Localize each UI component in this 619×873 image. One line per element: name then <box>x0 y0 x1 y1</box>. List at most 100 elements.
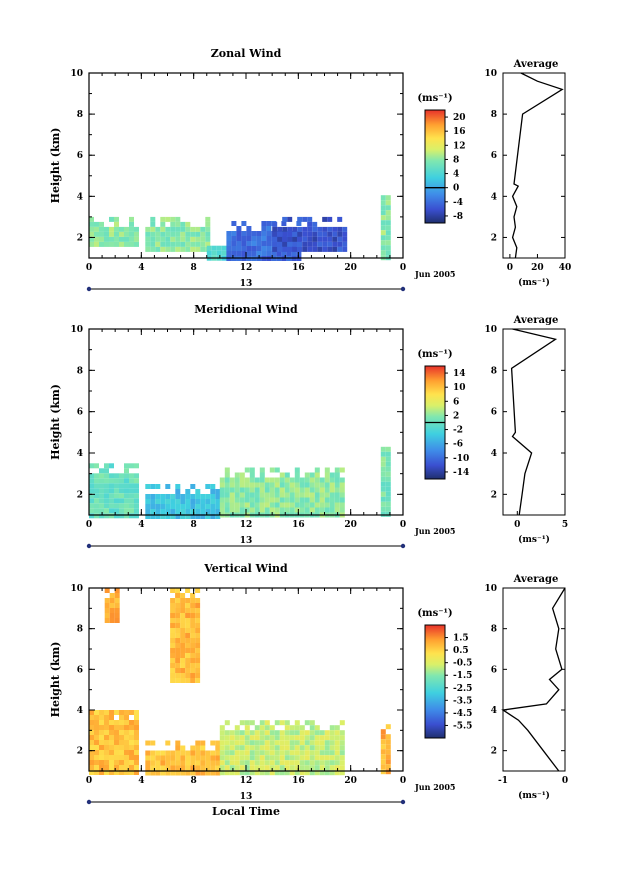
heat-cell <box>229 755 235 761</box>
heat-cell <box>279 740 285 746</box>
heat-cell <box>299 740 305 746</box>
heat-cell <box>104 720 109 725</box>
heat-cell <box>234 472 240 478</box>
average-y-tick-label: 10 <box>484 325 497 335</box>
heat-cell <box>109 473 114 479</box>
heat-cell <box>329 730 335 736</box>
heat-cell <box>155 484 161 489</box>
heat-cell <box>234 725 240 731</box>
heat-cell <box>329 740 335 746</box>
heat-cell <box>170 494 176 499</box>
heat-cell <box>385 476 391 482</box>
heat-cell <box>274 745 280 751</box>
y-tick-label: 10 <box>70 69 83 79</box>
heat-cell <box>229 477 235 483</box>
heat-cell <box>89 221 94 227</box>
heat-cell <box>94 463 99 469</box>
heat-cell <box>309 755 315 761</box>
heat-cell <box>170 231 176 237</box>
heat-cell <box>294 730 300 736</box>
heat-cell <box>206 250 212 256</box>
heat-cell <box>145 226 151 232</box>
heat-cell <box>236 246 242 251</box>
heat-cell <box>261 226 267 231</box>
heat-cell <box>89 216 94 222</box>
heat-cell <box>205 499 211 504</box>
heat-cell <box>319 745 325 751</box>
heat-cell <box>380 729 386 735</box>
heat-cell <box>385 759 391 765</box>
heat-cell <box>185 648 191 653</box>
heat-cell <box>234 765 240 771</box>
heat-cell <box>89 745 94 750</box>
heat-cell <box>150 246 156 252</box>
heat-cell <box>251 251 257 256</box>
heat-cell <box>89 730 94 735</box>
heat-cell <box>195 638 201 643</box>
heat-cell <box>119 236 124 242</box>
heat-cell <box>119 513 124 519</box>
heat-cell <box>190 633 196 638</box>
heat-cell <box>185 608 191 613</box>
heat-cell <box>282 241 288 247</box>
heat-cell <box>279 735 285 741</box>
heat-cell <box>269 482 275 488</box>
y-tick-label: 2 <box>77 233 83 243</box>
heat-cell <box>292 236 298 242</box>
heat-cell <box>190 658 196 663</box>
heat-cell <box>170 643 176 648</box>
heat-cell <box>304 735 310 741</box>
heat-cell <box>215 489 221 494</box>
heat-cell <box>104 618 110 623</box>
heat-cell <box>124 710 129 715</box>
heat-cell <box>185 618 191 623</box>
heat-cell <box>332 226 338 232</box>
heat-cell <box>175 668 181 673</box>
heat-cell <box>119 765 124 770</box>
heat-cell <box>104 715 109 720</box>
heat-cell <box>224 765 230 771</box>
heat-cell <box>294 497 300 503</box>
heat-cell <box>195 643 201 648</box>
heat-cell <box>264 477 270 483</box>
heat-cell <box>114 770 119 775</box>
colorbar-unit: (ms⁻¹) <box>417 608 452 619</box>
heat-cell <box>104 770 109 775</box>
heat-cell <box>284 487 290 493</box>
heat-cell <box>319 502 325 508</box>
heat-cell <box>114 618 120 623</box>
heat-cell <box>219 725 225 731</box>
heat-cell <box>175 623 181 628</box>
average-profile-line <box>511 72 564 259</box>
heat-cell <box>94 760 99 765</box>
heat-cell <box>246 241 252 246</box>
heat-cell <box>89 765 94 770</box>
heat-cell <box>221 245 227 251</box>
heat-cell <box>234 745 240 751</box>
heat-cell <box>309 502 315 508</box>
heat-cell <box>215 765 221 771</box>
heat-cell <box>279 507 285 513</box>
heat-cell <box>160 494 166 499</box>
heat-cell <box>319 730 325 736</box>
heat-cell <box>279 720 285 726</box>
heat-cell <box>304 750 310 756</box>
heat-cell <box>339 755 345 761</box>
heat-cell <box>339 750 345 756</box>
heat-cell <box>109 750 114 755</box>
heat-cell <box>104 760 109 765</box>
x-tick-label: 4 <box>138 263 144 273</box>
heat-cell <box>299 502 305 508</box>
heat-cell <box>165 226 171 232</box>
heat-cell <box>170 514 176 519</box>
heat-cell <box>175 226 181 232</box>
heat-cell <box>224 730 230 736</box>
date-axis-month: Jun 2005 <box>414 269 455 279</box>
heat-cell <box>314 497 320 503</box>
heat-cell <box>200 514 206 519</box>
heat-cell <box>134 710 139 715</box>
heat-cell <box>231 236 237 241</box>
heat-cell <box>119 473 124 479</box>
heat-cell <box>302 216 308 222</box>
heat-cell <box>185 770 191 776</box>
